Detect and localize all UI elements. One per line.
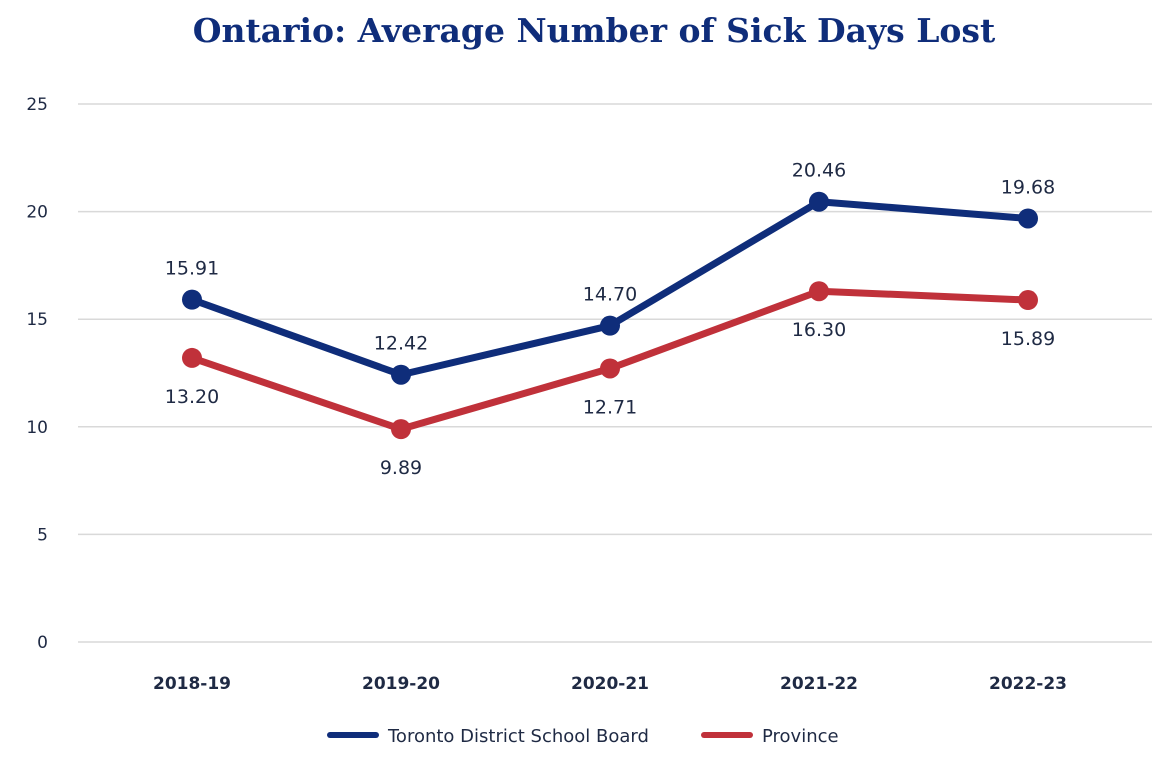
data-label: 9.89 [380, 457, 422, 479]
data-point [1018, 290, 1038, 311]
x-tick-label: 2022-23 [989, 674, 1067, 694]
legend: Toronto District School Board Province [327, 726, 839, 747]
data-point [182, 347, 202, 368]
data-point [391, 364, 411, 385]
data-point [1018, 208, 1038, 229]
data-point [182, 289, 202, 310]
x-tick-label: 2019-20 [362, 674, 440, 694]
data-label: 19.68 [1001, 176, 1055, 198]
y-tick-label: 5 [37, 525, 48, 545]
data-label: 12.71 [583, 396, 637, 418]
x-tick-label: 2020-21 [571, 674, 649, 694]
data-label: 12.42 [374, 333, 428, 355]
y-tick-label: 0 [37, 633, 48, 653]
grid-layer [78, 103, 1152, 643]
data-label: 13.20 [165, 386, 219, 408]
chart-title: Ontario: Average Number of Sick Days Los… [193, 11, 996, 50]
x-tick-label: 2021-22 [780, 674, 858, 694]
data-point [809, 281, 829, 302]
series-layer [182, 191, 1038, 440]
axis-layer: 0 5 10 15 20 25 2018-19 2019-20 2020-21 2021-22 20… [26, 95, 1067, 694]
data-point [600, 315, 620, 336]
y-tick-label: 15 [26, 310, 48, 330]
data-point [809, 191, 829, 212]
data-label-layer: 15.91 12.42 14.70 20.46 19.68 13.20 9.89 12.71 1… [165, 160, 1055, 479]
y-tick-label: 25 [26, 95, 48, 115]
data-label: 16.30 [792, 319, 846, 341]
data-label: 15.89 [1001, 328, 1055, 350]
x-tick-label: 2018-19 [153, 674, 231, 694]
legend-label: Toronto District School Board [387, 726, 649, 747]
legend-label: Province [762, 726, 839, 747]
data-label: 20.46 [792, 160, 846, 182]
y-tick-label: 20 [26, 203, 48, 223]
data-label: 14.70 [583, 284, 637, 306]
y-tick-label: 10 [26, 418, 48, 438]
data-point [600, 358, 620, 379]
data-label: 15.91 [165, 258, 219, 280]
data-point [391, 419, 411, 440]
